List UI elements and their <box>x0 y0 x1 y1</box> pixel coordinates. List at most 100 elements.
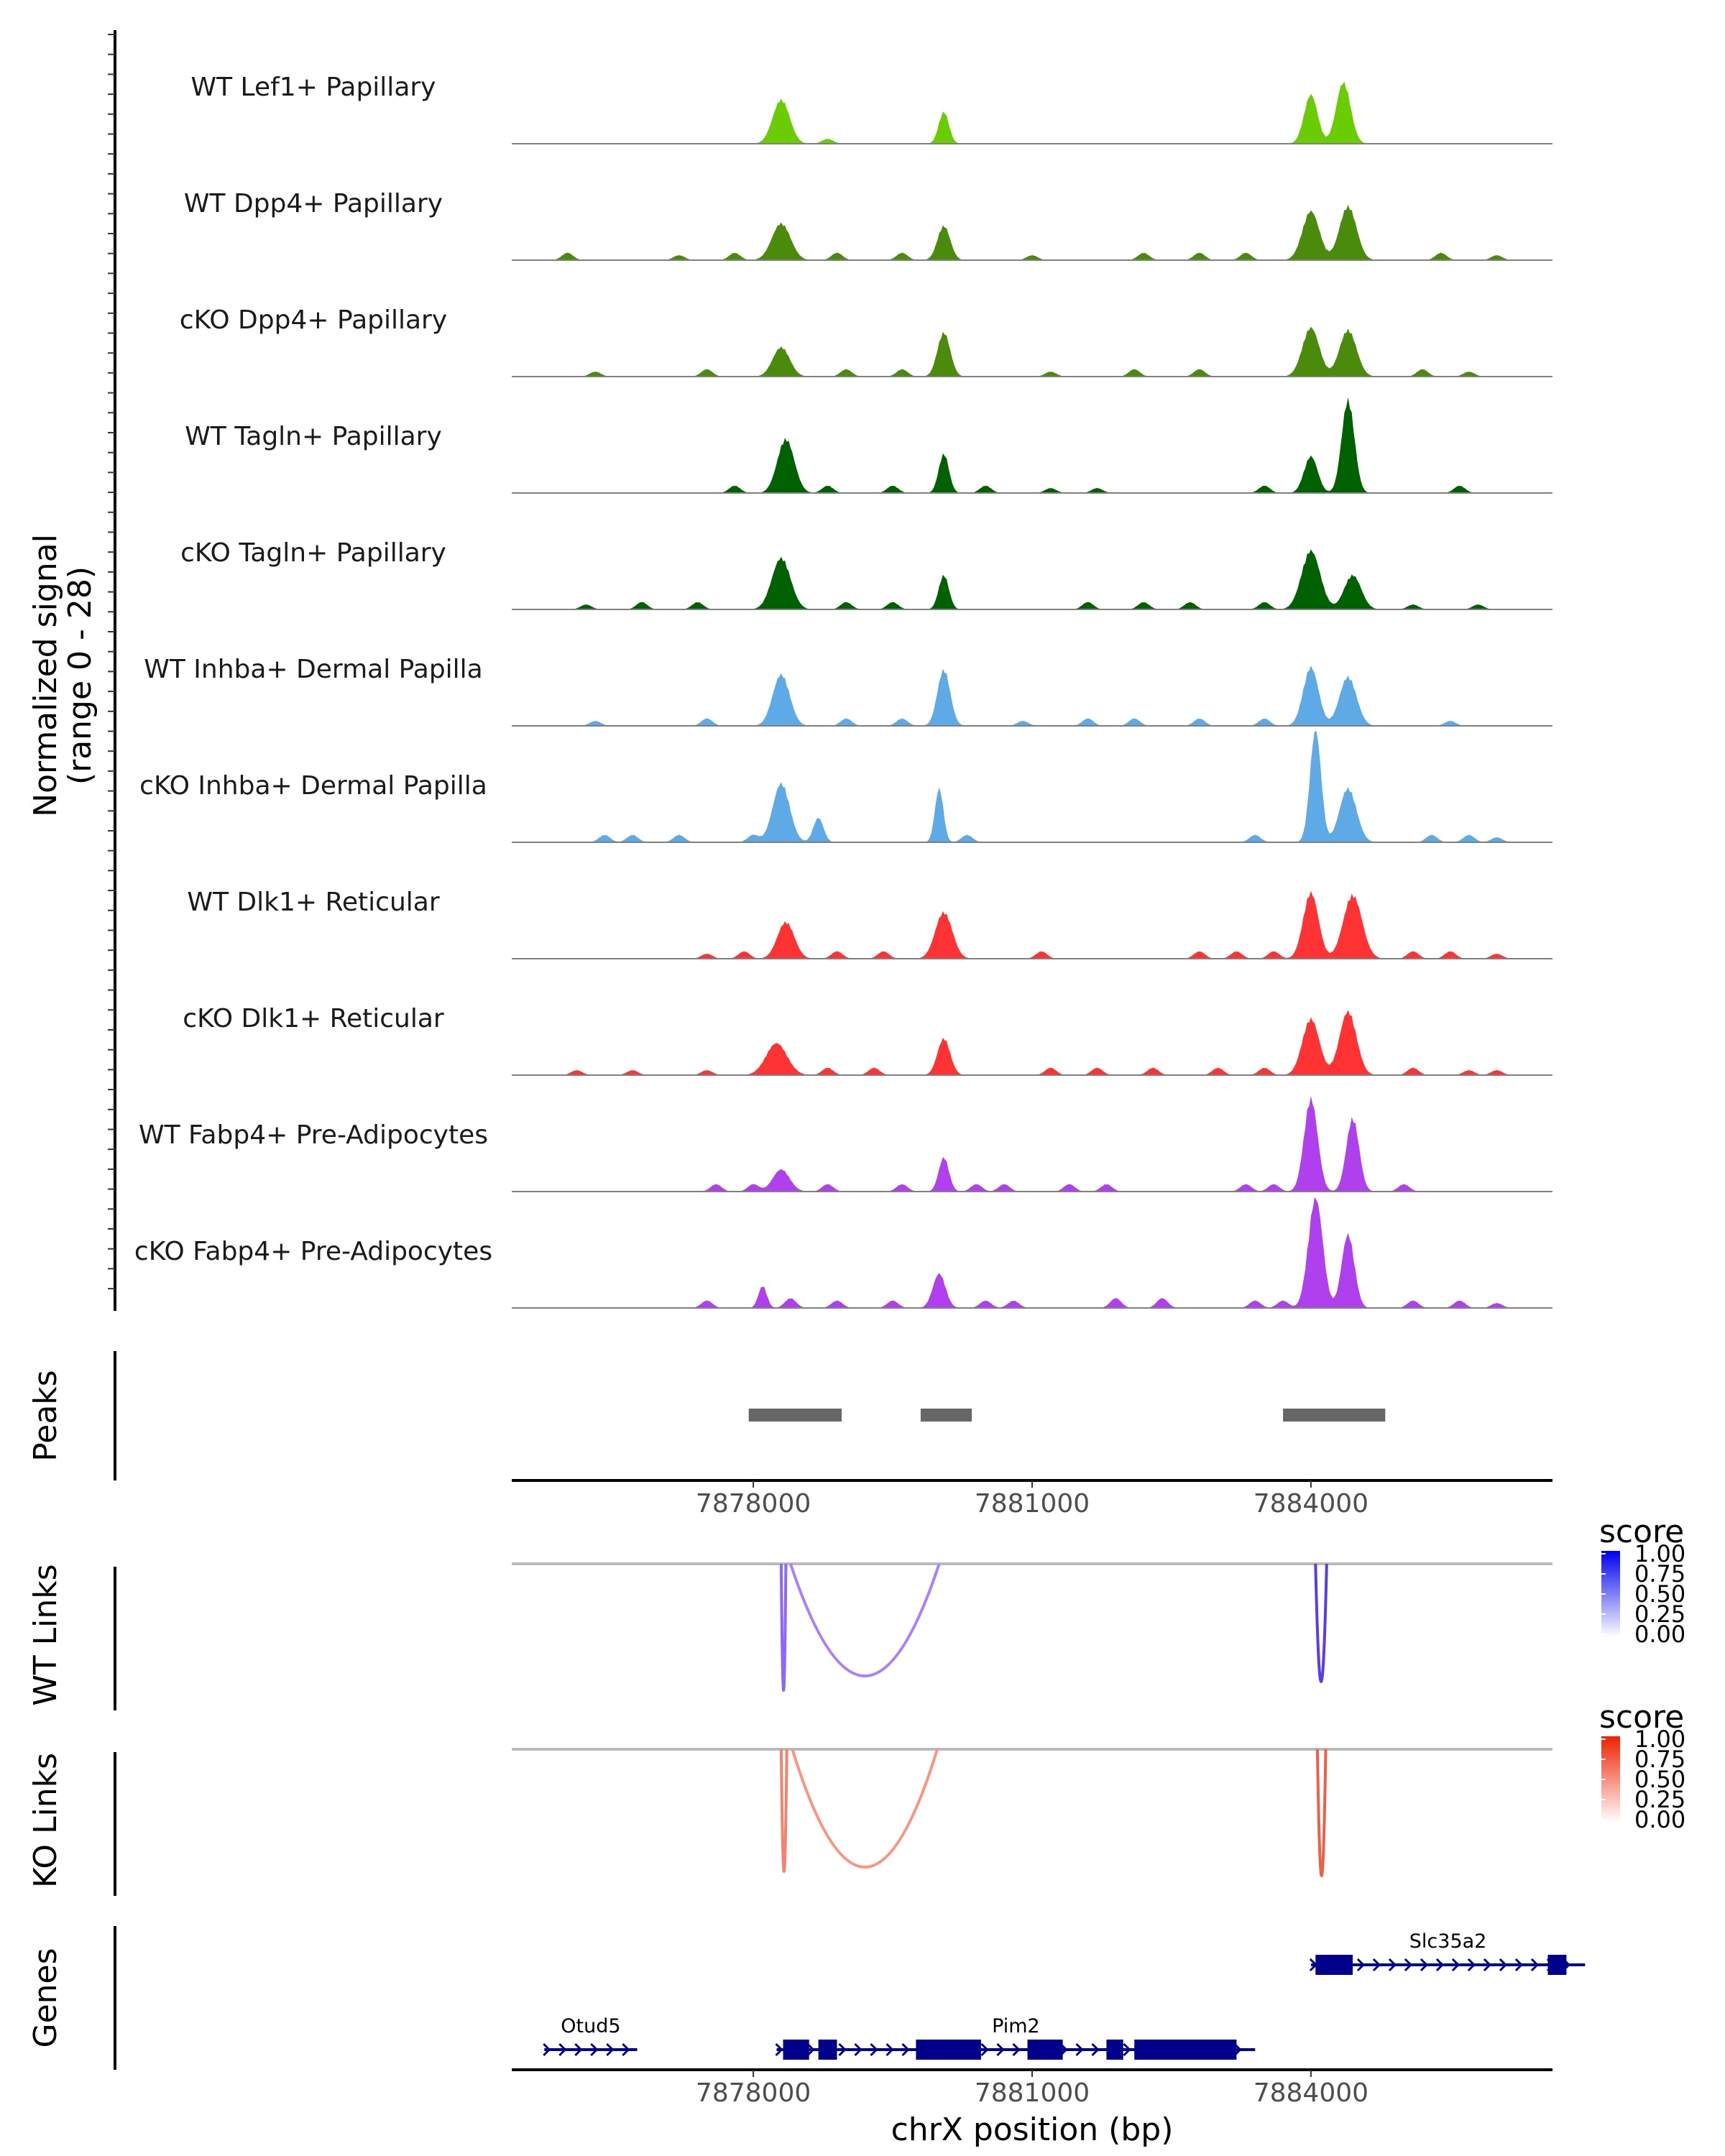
gene-strand-arrow <box>622 2042 630 2057</box>
gene-strand-arrow <box>590 2042 599 2057</box>
coverage-area <box>512 665 1552 726</box>
coverage-track-label: WT Inhba+ Dermal Papilla <box>144 655 482 684</box>
coverage-track: WT Fabp4+ Pre-Adipocytes <box>139 1096 1552 1192</box>
coverage-area <box>512 204 1552 260</box>
x-axis-top: 7878000 7881000 7884000 <box>696 1480 1368 1519</box>
legend-tick-label: 0.00 <box>1634 1621 1685 1648</box>
gene-strand-arrow <box>1388 1958 1397 1972</box>
coverage-track-label: cKO Inhba+ Dermal Papilla <box>139 771 487 801</box>
legend-title: score <box>1599 1699 1684 1736</box>
x-axis-title: chrX position (bp) <box>891 2111 1174 2148</box>
x-axis-tick-label: 7878000 <box>696 2078 811 2108</box>
gene-strand-arrow <box>1451 1958 1460 1972</box>
x-axis-bottom: 7878000 7881000 7884000 <box>696 2070 1368 2108</box>
gene-strand-arrow <box>558 2042 567 2057</box>
coverage-track-label: cKO Dlk1+ Reticular <box>183 1004 444 1033</box>
gene-strand-arrow <box>543 2042 551 2057</box>
legend-tick-label: 0.25 <box>1634 1600 1685 1628</box>
gene-exon <box>1106 2040 1123 2060</box>
legend-tick-label: 1.00 <box>1634 1540 1685 1567</box>
coverage-area <box>512 549 1552 609</box>
legend-tick-label: 0.75 <box>1634 1560 1685 1588</box>
gene-strand-arrow <box>606 2042 615 2057</box>
link-arc <box>1314 1563 1328 1683</box>
gene-strand-arrow <box>1075 2042 1084 2057</box>
coverage-track-label: WT Dpp4+ Papillary <box>184 189 443 218</box>
links-track-label: KO Links <box>27 1753 64 1888</box>
coverage-track-label: cKO Tagln+ Papillary <box>180 538 446 568</box>
gene-exon <box>916 2040 981 2060</box>
coverage-track: cKO Fabp4+ Pre-Adipocytes <box>134 1197 1552 1309</box>
link-arc <box>789 1563 941 1677</box>
coverage-track-label: cKO Fabp4+ Pre-Adipocytes <box>134 1237 492 1266</box>
link-arc <box>791 1749 939 1869</box>
gene-exon <box>783 2040 809 2060</box>
legend-tick-label: 0.00 <box>1634 1806 1685 1833</box>
gene-strand-arrow <box>775 2042 783 2057</box>
peak-region <box>1283 1409 1386 1422</box>
x-axis-tick-label: 7881000 <box>975 2078 1090 2108</box>
gene-strand-arrow <box>806 2042 815 2057</box>
legend-tick-label: 0.50 <box>1634 1580 1685 1608</box>
gene-name-label: Otud5 <box>561 2015 620 2037</box>
coverage-axis <box>108 30 116 1311</box>
coverage-area <box>512 890 1552 959</box>
gene-strand-arrow <box>574 2042 583 2057</box>
coverage-track-label: WT Fabp4+ Pre-Adipocytes <box>139 1120 488 1150</box>
coverage-track: WT Dpp4+ Papillary <box>184 189 1552 261</box>
gene-strand-arrow <box>1356 1958 1366 1972</box>
gene-strand-arrow <box>1483 1958 1492 1972</box>
x-axis-tick-label: 7884000 <box>1254 2078 1368 2108</box>
coverage-track: cKO Dlk1+ Reticular <box>183 1004 1552 1076</box>
link-arc <box>779 1563 788 1692</box>
gene-strand-arrow <box>1123 2042 1131 2057</box>
gene-strand-arrow <box>1467 1958 1476 1972</box>
genes-track-label: Genes <box>27 1948 64 2047</box>
gene-strand-arrow <box>1372 1958 1381 1972</box>
x-axis-tick-label: 7881000 <box>975 1489 1090 1519</box>
gene-model: Pim2 <box>775 2015 1256 2060</box>
gene-model: Otud5 <box>543 2015 638 2057</box>
gene-strand-arrow <box>1404 1958 1413 1972</box>
gene-strand-arrow <box>1499 1958 1508 1972</box>
gene-models: Slc35a2 Otud5 Pim2 <box>543 1930 1586 2060</box>
coverage-track: cKO Tagln+ Papillary <box>180 538 1552 610</box>
link-arc <box>779 1749 788 1873</box>
gene-strand-arrow <box>996 2042 1005 2057</box>
gene-strand-arrow <box>1435 1958 1445 1972</box>
peak-region <box>920 1409 972 1422</box>
coverage-track: WT Dlk1+ Reticular <box>187 888 1552 959</box>
gene-strand-arrow <box>854 2042 862 2057</box>
gene-strand-arrow <box>901 2042 910 2057</box>
coverage-area <box>512 1197 1552 1308</box>
coverage-track: WT Lef1+ Papillary <box>191 73 1552 144</box>
peaks-panel: Peaks 7878000 7881000 7884000 <box>27 1351 1552 1519</box>
legend-tick-label: 0.75 <box>1634 1746 1685 1773</box>
coverage-track: WT Tagln+ Papillary <box>185 397 1552 494</box>
gene-strand-arrow <box>870 2042 878 2057</box>
link-arc <box>1315 1749 1328 1877</box>
legend-title: score <box>1599 1514 1684 1550</box>
peak-region <box>748 1409 842 1422</box>
coverage-tracks: WT Lef1+ Papillary WT Dpp4+ Papillary cKO … <box>134 73 1552 1309</box>
coverage-track-label: WT Tagln+ Papillary <box>185 422 442 451</box>
gene-strand-arrow <box>1514 1958 1524 1972</box>
gene-strand-arrow <box>980 2042 989 2057</box>
coverage-track-label: WT Lef1+ Papillary <box>191 73 436 102</box>
gene-model: Slc35a2 <box>1309 1930 1586 1975</box>
coverage-track-label: WT Dlk1+ Reticular <box>187 888 439 917</box>
coverage-area <box>512 731 1552 842</box>
coverage-area <box>512 1010 1552 1075</box>
x-axis-tick-label: 7884000 <box>1254 1489 1368 1519</box>
peak-regions <box>748 1409 1386 1422</box>
gene-name-label: Pim2 <box>992 2015 1040 2037</box>
gene-strand-arrow <box>886 2042 894 2057</box>
gene-strand-arrow <box>1530 1958 1540 1972</box>
coverage-track: WT Inhba+ Dermal Papilla <box>144 655 1552 727</box>
gene-exon <box>1134 2040 1237 2060</box>
